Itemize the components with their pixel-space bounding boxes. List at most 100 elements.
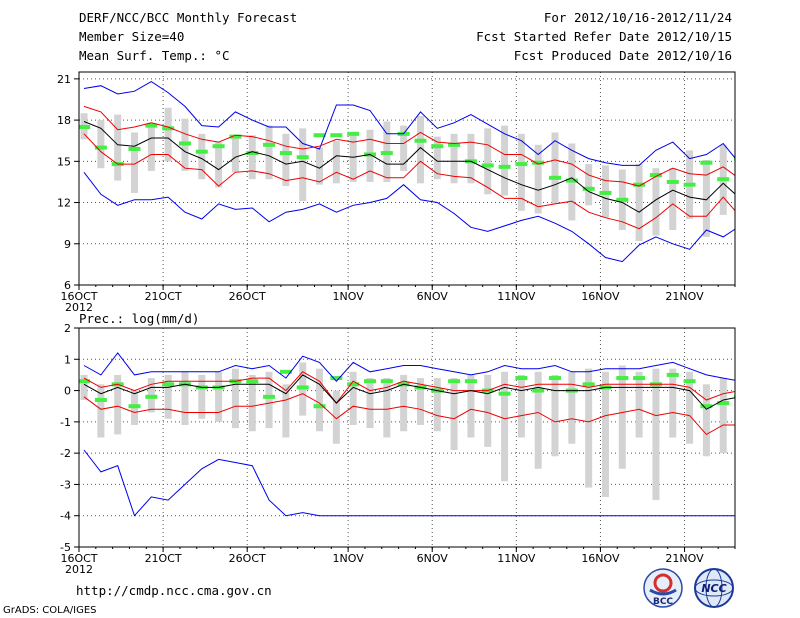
precip-median-marker — [683, 379, 696, 384]
precip-spread-box — [601, 371, 609, 497]
temp-median-marker — [296, 155, 309, 160]
precip-median-marker — [549, 376, 562, 381]
precip-spread-box — [501, 371, 509, 482]
precip-median-marker — [263, 394, 276, 399]
temp-median-marker — [263, 142, 276, 147]
precip-spread-box — [652, 368, 660, 501]
temp-spread-box — [753, 130, 760, 192]
temp-spread-box — [585, 164, 593, 206]
temp-spread-box — [669, 168, 677, 231]
precip-median-marker — [582, 382, 595, 387]
precip-median-marker — [532, 388, 545, 393]
precip-median-marker — [700, 404, 713, 409]
precip-spread-box — [248, 374, 256, 432]
temp-median-marker — [94, 145, 107, 150]
temp-spread-box — [652, 168, 660, 236]
precip-spread-box — [80, 374, 88, 400]
temp-xtick-label: 1NOV — [333, 290, 365, 303]
temp-xtick-label: 21OCT — [145, 290, 182, 303]
precip-median-marker — [751, 398, 763, 402]
precip-ytick-label: -5 — [60, 541, 71, 554]
precip-xtick-label: 6NOV — [417, 552, 449, 565]
temp-median-marker — [700, 160, 713, 165]
temp-median-marker — [666, 179, 679, 184]
temp-median-marker — [347, 131, 360, 136]
temp-xtick-label: 16OCT — [60, 290, 97, 303]
temp-median-marker — [532, 160, 545, 165]
precip-median-marker — [246, 379, 259, 384]
temp-spread-box — [534, 144, 542, 214]
temp-ytick-label: 18 — [57, 114, 71, 127]
precip-spread-box — [635, 371, 643, 438]
precip-ytick-label: -4 — [60, 510, 71, 523]
temp-spread-box — [416, 115, 424, 184]
precip-spread-box — [383, 378, 391, 438]
precip-spread-box — [686, 371, 694, 444]
precip-median-marker — [616, 376, 629, 381]
precip-spread-box — [366, 378, 374, 429]
temp-ytick-label: 15 — [57, 155, 71, 168]
precip-spread-box — [332, 390, 340, 444]
temp-xtick-label: 26OCT — [229, 290, 266, 303]
precip-median-marker — [498, 391, 511, 396]
precip-median-marker — [313, 404, 326, 409]
precip-median-marker — [128, 404, 141, 409]
precip-year-label: 2012 — [65, 563, 93, 576]
temp-spread-box — [450, 133, 458, 184]
temp-spread-box — [349, 135, 357, 182]
ncc-logo-text: NCC — [701, 582, 726, 595]
temp-median-marker — [195, 149, 208, 154]
temp-ytick-label: 9 — [64, 238, 71, 251]
precip-spread-box — [198, 374, 206, 419]
precip-median-marker — [79, 379, 91, 384]
temp-spread-box — [484, 128, 492, 195]
precip-spread-box — [568, 371, 576, 444]
temp-spread-box — [433, 136, 441, 180]
precip-xtick-label: 16OCT — [60, 552, 97, 565]
forecast-produced-date: Fcst Produced Date 2012/10/16 — [513, 48, 732, 63]
temp-median-marker — [515, 162, 528, 167]
precip-series-upper-line — [83, 371, 735, 404]
temp-plot-area — [79, 81, 760, 263]
precip-xtick-label: 1NOV — [333, 552, 365, 565]
temp-series-min-line — [83, 171, 735, 263]
precip-median-marker — [347, 382, 360, 387]
temp-median-marker — [380, 151, 393, 156]
temp-spread-box — [316, 147, 324, 185]
source-url[interactable]: http://cmdp.ncc.cma.gov.cn — [76, 583, 272, 598]
temp-median-marker — [599, 190, 612, 195]
precip-spread-box — [97, 384, 105, 438]
precip-spread-box — [416, 378, 424, 425]
temp-spread-box — [551, 132, 559, 204]
precip-spread-box — [450, 378, 458, 451]
temp-spread-box — [147, 122, 155, 171]
temp-spread-box — [501, 125, 509, 196]
temp-xtick-label: 6NOV — [417, 290, 449, 303]
temp-spread-box — [248, 135, 256, 180]
precip-median-marker — [330, 376, 343, 381]
precip-spread-box — [669, 368, 677, 438]
temp-median-marker — [145, 123, 158, 128]
temp-median-marker — [582, 186, 595, 191]
temp-median-marker — [498, 164, 511, 169]
precip-spread-box — [719, 378, 727, 454]
precip-spread-box — [164, 374, 172, 419]
precip-spread-box — [551, 374, 559, 457]
temp-ytick-label: 21 — [57, 73, 71, 86]
precip-xtick-label: 21OCT — [145, 552, 182, 565]
temp-median-marker — [246, 151, 259, 156]
temp-median-marker — [649, 173, 662, 178]
precip-ytick-label: 2 — [64, 322, 71, 335]
precip-spread-box — [114, 374, 122, 435]
temp-xtick-label: 16NOV — [581, 290, 620, 303]
precipitation-variable-label: Prec.: log(mm/d) — [79, 311, 200, 326]
temp-panel: 6 9 12 15 18 21 16OCT 21OCT 26OCT 1NOV 6NOV 11NOV 16… — [57, 71, 760, 314]
precip-spread-box — [737, 378, 744, 434]
precip-spread-box — [215, 371, 223, 422]
precip-median-marker — [633, 376, 646, 381]
grads-credit: GrADS: COLA/IGES — [3, 605, 97, 616]
temp-spread-box — [215, 142, 223, 188]
member-size: Member Size=40 — [79, 29, 185, 44]
temp-series-upper-line — [83, 105, 735, 187]
